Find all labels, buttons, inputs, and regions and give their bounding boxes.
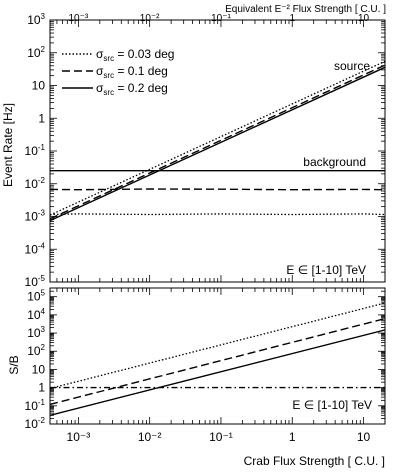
source-series-dashed — [50, 64, 385, 220]
y-tick-label: 10-5 — [25, 274, 46, 289]
event-rate-plot-frame — [49, 19, 386, 283]
legend-label-sigma-0.2: σsrc = 0.2 deg — [96, 81, 168, 97]
background-series-dashed — [50, 188, 385, 191]
series-solid — [50, 329, 385, 416]
top-x-tick-label: 10⁻² — [140, 13, 160, 24]
legend-label-sigma-0.03: σsrc = 0.03 deg — [96, 47, 174, 63]
top-x-tick-label: 10 — [358, 13, 370, 24]
legend: σsrc = 0.03 deg σsrc = 0.1 deg σsrc = 0.… — [62, 47, 174, 97]
y-tick-label: 103 — [27, 325, 45, 340]
top-axis-title: Equivalent E⁻² Flux Strength [ C.U. ] — [225, 4, 386, 15]
series-dashed — [50, 317, 385, 406]
bottom-panel-y-axis-label: S/B — [7, 355, 21, 374]
top-x-tick-label: 10⁻¹ — [211, 13, 231, 24]
y-tick-label: 10-4 — [25, 241, 46, 256]
series-dotted — [50, 302, 385, 390]
source-annotation: source — [334, 59, 370, 73]
background-series-dotted — [50, 213, 385, 216]
top-panel-y-axis-label: Event Rate [Hz] — [1, 103, 15, 187]
y-tick-label: 102 — [27, 343, 45, 358]
bottom-energy-range-annotation: E ∈ [1-10] TeV — [292, 398, 372, 412]
y-tick-label: 105 — [27, 289, 45, 304]
top-x-tick-label: 1 — [289, 13, 295, 24]
y-tick-label: 10-2 — [25, 176, 46, 191]
x-tick-label: 1 — [289, 430, 296, 444]
y-tick-label: 10-1 — [25, 398, 46, 413]
y-tick-label: 1 — [38, 111, 45, 125]
y-tick-label: 102 — [27, 45, 45, 60]
y-tick-label: 10-3 — [25, 209, 46, 224]
signal-to-background-plot-frame — [49, 287, 386, 425]
legend-label-sigma-0.1: σsrc = 0.1 deg — [96, 64, 168, 80]
source-series-solid — [50, 66, 385, 222]
top-energy-range-annotation: E ∈ [1-10] TeV — [286, 263, 366, 277]
y-tick-label: 10 — [32, 362, 46, 376]
y-tick-label: 10-2 — [25, 416, 46, 431]
x-axis-label: Crab Flux Strength [ C.U. ] — [244, 454, 385, 468]
y-tick-label: 10-1 — [25, 143, 46, 158]
y-tick-label: 10 — [32, 79, 46, 93]
background-annotation: background — [303, 155, 366, 169]
y-tick-label: 104 — [27, 307, 45, 322]
x-tick-label: 10⁻¹ — [209, 430, 233, 444]
x-tick-label: 10⁻² — [138, 430, 162, 444]
top-x-tick-label: 10⁻³ — [69, 13, 89, 24]
y-tick-label: 103 — [27, 12, 45, 27]
x-tick-label: 10 — [357, 430, 371, 444]
y-tick-label: 1 — [38, 381, 45, 395]
x-tick-label: 10⁻³ — [67, 430, 91, 444]
